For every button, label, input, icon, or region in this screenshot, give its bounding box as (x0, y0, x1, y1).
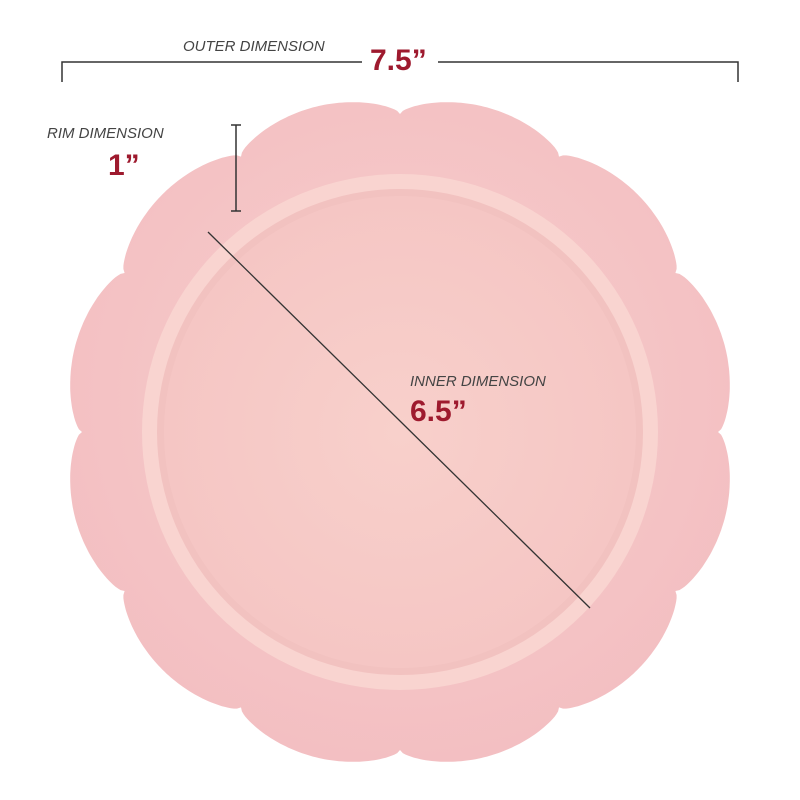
outer-label: OUTER DIMENSION (183, 38, 325, 55)
inner-label: INNER DIMENSION (410, 373, 546, 390)
rim-label: RIM DIMENSION (47, 125, 164, 142)
inner-dimension-line (207, 231, 591, 609)
outer-dimension-line (61, 61, 739, 82)
rim-dimension-line (231, 124, 241, 212)
inner-value: 6.5” (410, 395, 467, 428)
rim-value: 1” (108, 149, 140, 182)
plate-well (164, 196, 636, 668)
outer-value: 7.5” (370, 44, 427, 77)
